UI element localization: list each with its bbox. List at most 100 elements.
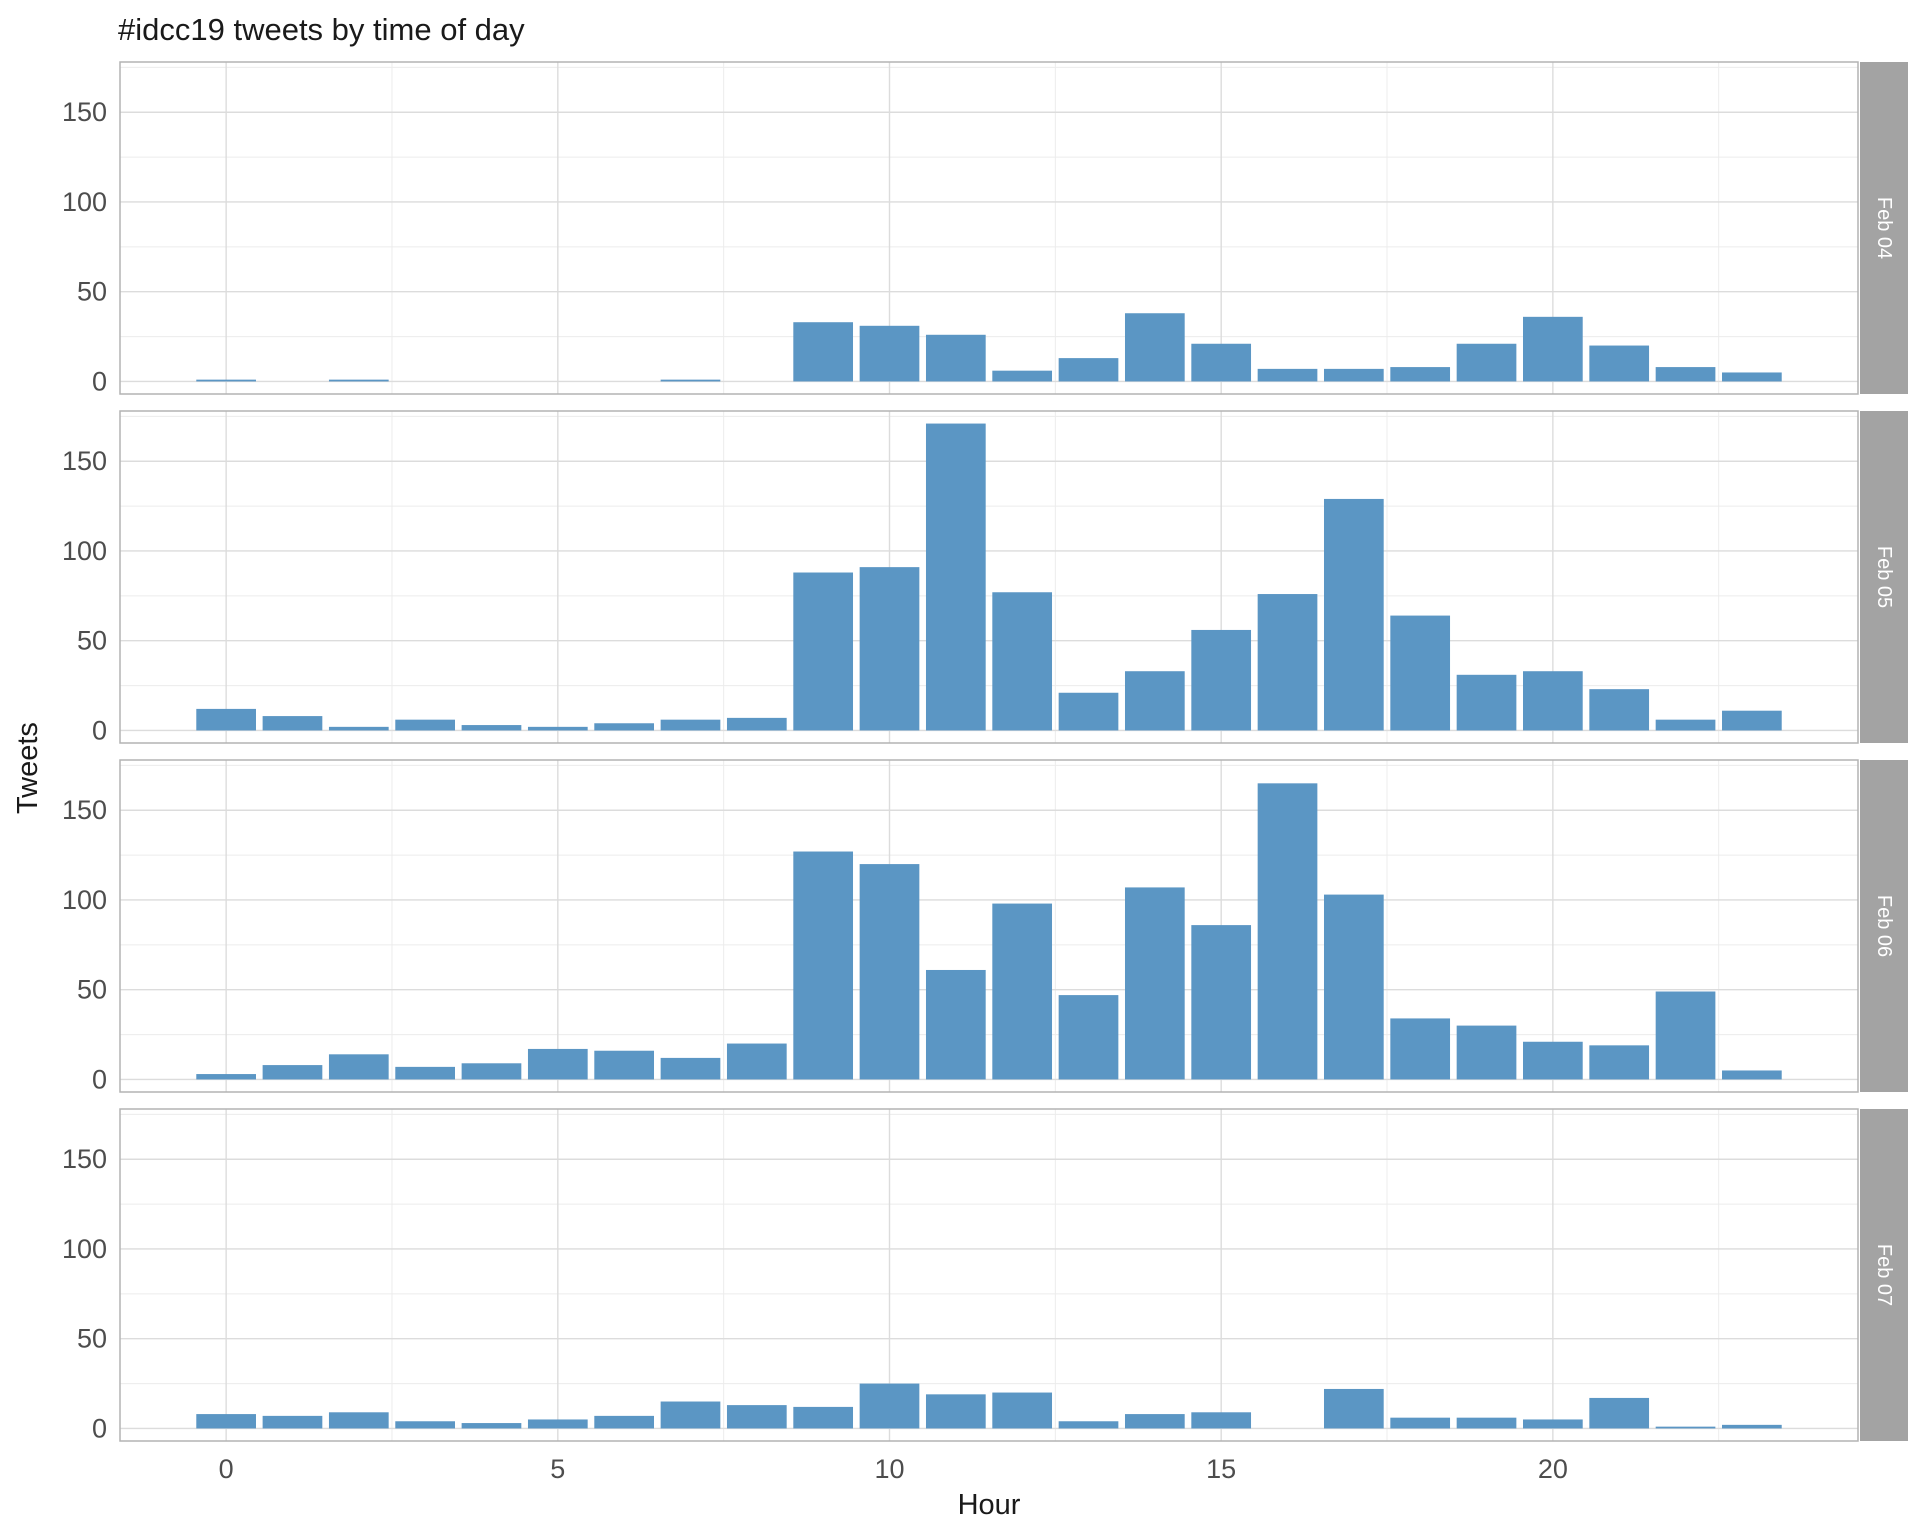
- bar: [1257, 368, 1318, 382]
- y-axis-title: Tweets: [12, 722, 44, 814]
- panel-border: [119, 1108, 1859, 1442]
- bar: [1655, 719, 1716, 731]
- x-tick-label: 0: [219, 1454, 234, 1484]
- bar: [328, 726, 389, 731]
- x-axis: 0 5 10 15 20: [219, 1454, 1568, 1484]
- x-tick-label: 10: [874, 1454, 904, 1484]
- bar: [1589, 689, 1650, 731]
- x-tick-label: 5: [550, 1454, 565, 1484]
- bar: [925, 969, 986, 1080]
- y-tick-label: 0: [92, 366, 107, 396]
- bar: [527, 1419, 588, 1429]
- bar: [1058, 995, 1119, 1080]
- bar: [1191, 1412, 1252, 1429]
- bar: [1722, 372, 1782, 382]
- bar: [1722, 1424, 1782, 1429]
- bar: [1124, 887, 1185, 1080]
- bar: [1523, 671, 1583, 731]
- bar: [660, 379, 721, 382]
- bar: [1722, 710, 1782, 731]
- panel-background: [120, 1109, 1858, 1441]
- bar: [395, 1421, 455, 1429]
- bar: [1191, 629, 1252, 731]
- bar: [461, 725, 522, 731]
- bar: [1058, 358, 1119, 382]
- bar: [660, 1401, 721, 1429]
- bar: [1390, 615, 1451, 731]
- bar: [262, 1065, 323, 1080]
- bar: [196, 708, 256, 731]
- bar: [1191, 925, 1252, 1080]
- bar: [1124, 671, 1185, 731]
- y-tick-label: 100: [62, 885, 107, 915]
- panel-border: [119, 759, 1859, 1093]
- bar: [1323, 368, 1384, 382]
- bar: [594, 723, 655, 731]
- bar: [726, 1043, 787, 1080]
- y-tick-label: 100: [62, 1234, 107, 1264]
- bar: [925, 1394, 986, 1429]
- facet-strip-label: Feb 06: [1873, 895, 1895, 957]
- facet-strip: [1860, 62, 1908, 394]
- bar: [527, 726, 588, 731]
- panel-border: [119, 410, 1859, 744]
- bar: [1523, 1041, 1583, 1080]
- y-tick-label: 0: [92, 715, 107, 745]
- facet-strip-label: Feb 04: [1873, 197, 1895, 259]
- bar: [925, 334, 986, 382]
- y-tick-label: 150: [62, 97, 107, 127]
- bar: [262, 716, 323, 731]
- bar: [594, 1050, 655, 1080]
- bar: [859, 567, 920, 731]
- bar: [859, 325, 920, 382]
- bar: [793, 851, 854, 1080]
- bar: [461, 1423, 522, 1429]
- facet-panel: 0 50 100 150 Feb 04: [62, 61, 1908, 396]
- bar: [1456, 1025, 1517, 1080]
- y-tick-label: 50: [77, 975, 107, 1005]
- bar: [1124, 1414, 1185, 1429]
- y-tick-label: 150: [62, 1144, 107, 1174]
- bar: [660, 719, 721, 731]
- bar: [859, 1383, 920, 1429]
- bar: [1655, 367, 1716, 382]
- bar: [1589, 1397, 1650, 1429]
- bar: [1124, 313, 1185, 382]
- bar: [1323, 894, 1384, 1080]
- bar: [594, 1415, 655, 1429]
- bar: [1058, 1421, 1119, 1429]
- facet-panels: 0 50 100 150 Feb 04 0 50 100 150 Feb 05 0 50 100 150 F…: [62, 61, 1908, 1443]
- bar: [527, 1048, 588, 1080]
- bar: [793, 572, 854, 731]
- bar: [726, 717, 787, 731]
- facet-panel: 0 50 100 150 Feb 06: [62, 759, 1908, 1094]
- bar: [328, 1054, 389, 1080]
- bar: [196, 1074, 256, 1080]
- bar: [1589, 1045, 1650, 1080]
- y-tick-label: 50: [77, 1324, 107, 1354]
- bar: [1323, 1388, 1384, 1429]
- y-tick-label: 0: [92, 1064, 107, 1094]
- bar: [1456, 343, 1517, 382]
- bar: [793, 1406, 854, 1429]
- x-tick-label: 15: [1206, 1454, 1236, 1484]
- bar: [262, 1415, 323, 1429]
- y-tick-label: 0: [92, 1413, 107, 1443]
- bar: [1390, 1417, 1451, 1429]
- bar: [1390, 367, 1451, 382]
- bar: [1655, 1426, 1716, 1429]
- bar: [992, 592, 1053, 731]
- bar: [196, 379, 256, 382]
- facet-strip: [1860, 411, 1908, 743]
- x-tick-label: 20: [1538, 1454, 1568, 1484]
- chart-title: #idcc19 tweets by time of day: [118, 12, 525, 47]
- bar: [992, 370, 1053, 382]
- facet-panel: 0 50 100 150 Feb 07: [62, 1108, 1908, 1443]
- bar: [1523, 316, 1583, 382]
- bar: [1058, 692, 1119, 731]
- bar: [1257, 594, 1318, 731]
- facet-strip: [1860, 760, 1908, 1092]
- bar: [1589, 345, 1650, 382]
- bar: [859, 864, 920, 1080]
- bar: [1191, 343, 1252, 382]
